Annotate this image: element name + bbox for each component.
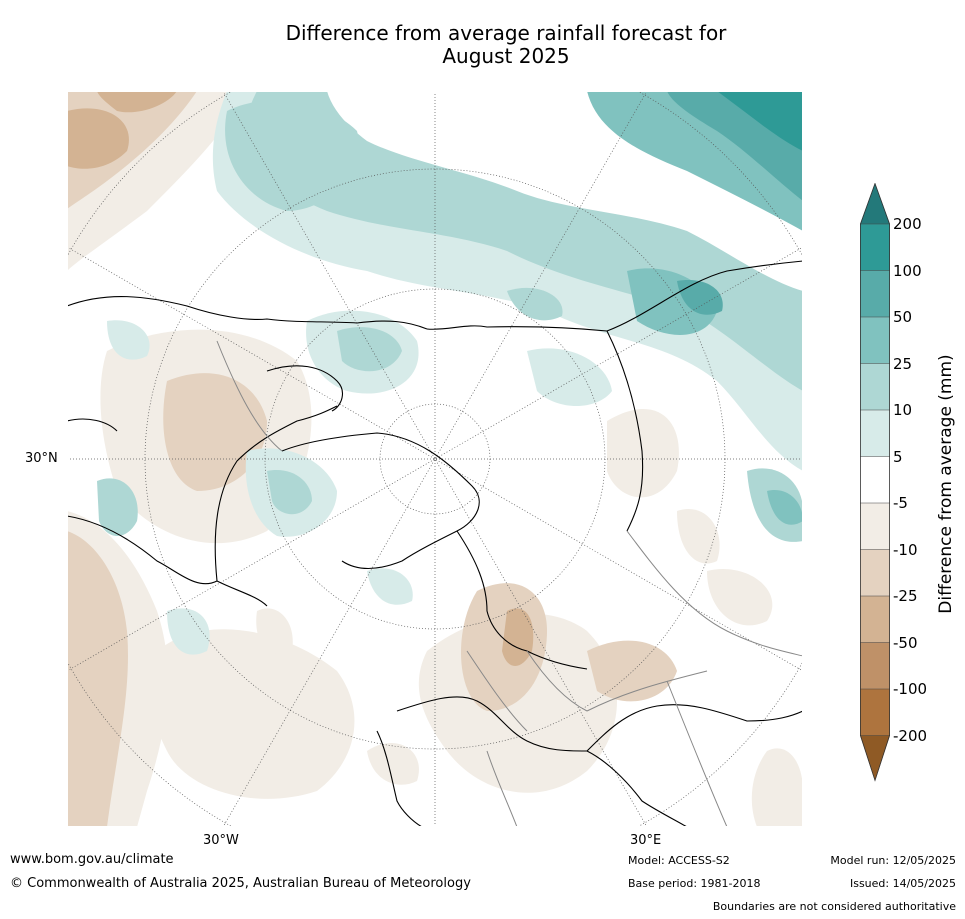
borders: [216, 340, 803, 827]
colorbar-band: [860, 689, 890, 736]
colorbar-band: [860, 596, 890, 643]
colorbar-tick-label: -200: [893, 727, 928, 745]
colorbar-tick-label: -25: [893, 587, 918, 605]
website-link[interactable]: www.bom.gov.au/climate: [10, 852, 174, 867]
colorbar-tick-label: 25: [893, 355, 913, 373]
colorbar-title: Difference from average (mm): [936, 354, 956, 614]
colorbar-tick-label: 200: [893, 215, 922, 233]
colorbar-band: [860, 224, 890, 271]
colorbar-extend-low: [860, 735, 890, 781]
colorbar-band: [860, 270, 890, 317]
colorbar-tick-label: 10: [893, 401, 913, 419]
colorbar-outline: [860, 182, 890, 782]
colorbar-tick-label: -50: [893, 634, 918, 652]
lat-label-30n: 30°N: [25, 451, 58, 466]
colorbar-band: [860, 456, 890, 503]
colorbar-band: [860, 549, 890, 596]
rainfall-anomaly-map: [67, 91, 803, 827]
colorbar-tick-label: 5: [893, 448, 903, 466]
colorbar-tick-label: -100: [893, 680, 928, 698]
graticule: [67, 91, 803, 827]
colorbar-extend-high: [860, 183, 890, 224]
title-line-1: Difference from average rainfall forecas…: [285, 21, 727, 45]
base-period-text: Base period: 1981-2018: [628, 877, 761, 890]
colorbar-band: [860, 317, 890, 364]
colorbar-band: [860, 363, 890, 410]
lon-label-30e: 30°E: [630, 833, 662, 848]
coastlines: [67, 260, 803, 827]
colorbar-band: [860, 410, 890, 457]
colorbar-dividers: [860, 223, 890, 736]
chart-title: Difference from average rainfall forecas…: [200, 22, 812, 68]
model-text: Model: ACCESS-S2: [628, 854, 730, 867]
copyright-text: © Commonwealth of Australia 2025, Austra…: [10, 876, 471, 891]
colorbar-tick-label: 50: [893, 308, 913, 326]
colorbar-band: [860, 503, 890, 550]
boundaries-note: Boundaries are not considered authoritat…: [712, 900, 956, 913]
colorbar: [860, 182, 890, 787]
map-svg: [67, 91, 803, 827]
colorbar-tick-label: -5: [893, 494, 908, 512]
title-line-2: August 2025: [442, 44, 570, 68]
colorbar-tick-label: 100: [893, 262, 922, 280]
wet-anomaly-layer: [97, 91, 803, 655]
model-run-text: Model run: 12/05/2025: [830, 854, 956, 867]
colorbar-svg: [860, 182, 890, 782]
issued-text: Issued: 14/05/2025: [849, 877, 956, 890]
colorbar-tick-label: -10: [893, 541, 918, 559]
colorbar-band: [860, 642, 890, 689]
lon-label-30w: 30°W: [203, 833, 239, 848]
